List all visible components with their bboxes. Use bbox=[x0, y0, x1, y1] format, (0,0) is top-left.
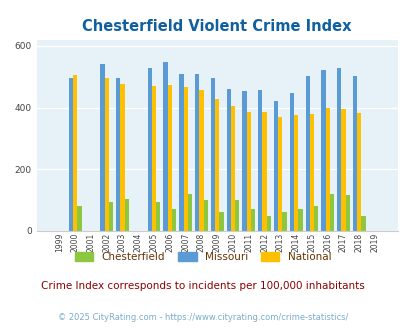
Bar bbox=[124, 199, 128, 231]
Bar bbox=[293, 115, 298, 231]
Bar bbox=[298, 210, 302, 231]
Bar bbox=[360, 215, 365, 231]
Bar bbox=[215, 99, 219, 231]
Bar bbox=[167, 85, 172, 231]
Bar bbox=[341, 109, 345, 231]
Bar bbox=[305, 76, 309, 231]
Bar bbox=[325, 108, 329, 231]
Bar bbox=[242, 91, 246, 231]
Bar bbox=[234, 200, 239, 231]
Legend: Chesterfield, Missouri, National: Chesterfield, Missouri, National bbox=[70, 248, 335, 266]
Bar bbox=[219, 213, 223, 231]
Bar bbox=[258, 90, 262, 231]
Bar bbox=[266, 215, 270, 231]
Bar bbox=[199, 90, 203, 231]
Bar bbox=[336, 68, 341, 231]
Bar bbox=[289, 93, 293, 231]
Bar bbox=[282, 213, 286, 231]
Bar bbox=[277, 117, 282, 231]
Bar bbox=[187, 194, 192, 231]
Bar bbox=[352, 76, 356, 231]
Bar bbox=[100, 64, 104, 231]
Text: Crime Index corresponds to incidents per 100,000 inhabitants: Crime Index corresponds to incidents per… bbox=[41, 281, 364, 291]
Bar bbox=[313, 206, 318, 231]
Bar bbox=[151, 86, 156, 231]
Bar bbox=[230, 106, 234, 231]
Bar bbox=[356, 114, 360, 231]
Bar bbox=[309, 114, 313, 231]
Bar bbox=[226, 89, 230, 231]
Bar bbox=[203, 200, 207, 231]
Bar bbox=[147, 68, 151, 231]
Bar bbox=[120, 84, 124, 231]
Text: © 2025 CityRating.com - https://www.cityrating.com/crime-statistics/: © 2025 CityRating.com - https://www.city… bbox=[58, 313, 347, 322]
Bar bbox=[262, 112, 266, 231]
Bar bbox=[172, 209, 176, 231]
Bar bbox=[320, 70, 325, 231]
Bar bbox=[210, 78, 215, 231]
Bar bbox=[183, 86, 187, 231]
Bar bbox=[68, 78, 73, 231]
Title: Chesterfield Violent Crime Index: Chesterfield Violent Crime Index bbox=[82, 19, 351, 34]
Bar bbox=[345, 195, 349, 231]
Bar bbox=[250, 210, 255, 231]
Bar bbox=[77, 206, 81, 231]
Bar bbox=[246, 112, 250, 231]
Bar bbox=[116, 78, 120, 231]
Bar bbox=[104, 78, 109, 231]
Bar bbox=[273, 101, 277, 231]
Bar bbox=[156, 202, 160, 231]
Bar bbox=[329, 194, 333, 231]
Bar bbox=[109, 202, 113, 231]
Bar bbox=[194, 74, 199, 231]
Bar bbox=[73, 75, 77, 231]
Bar bbox=[179, 74, 183, 231]
Bar bbox=[163, 62, 167, 231]
